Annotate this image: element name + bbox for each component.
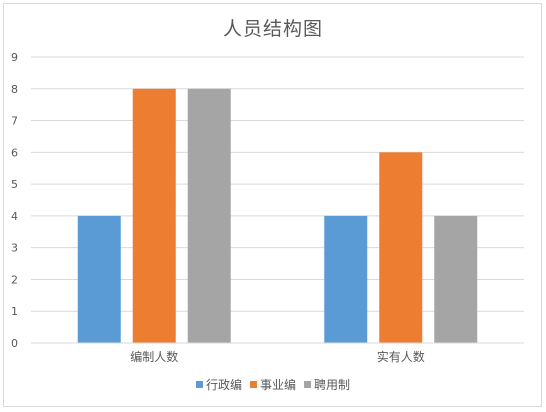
legend-swatch: [195, 381, 203, 388]
bar: [187, 88, 231, 344]
y-tick-label: 8: [11, 83, 18, 96]
legend-label: 聘用制: [314, 378, 351, 392]
legend-item: 聘用制: [304, 376, 350, 393]
bar: [379, 152, 423, 343]
legend-item: 事业编: [249, 376, 296, 393]
bar: [324, 215, 368, 343]
y-tick-label: 0: [11, 337, 18, 350]
y-tick-label: 3: [11, 242, 18, 255]
legend-label: 事业编: [259, 378, 296, 392]
y-tick-label: 6: [11, 146, 18, 159]
x-category-label: 编制人数: [130, 349, 178, 364]
bars: [77, 88, 478, 344]
x-category-label: 实有人数: [377, 349, 425, 364]
legend-label: 行政编: [205, 378, 242, 392]
legend: 行政编 事业编 聘用制: [0, 376, 546, 393]
bar: [434, 215, 478, 343]
y-tick-label: 7: [11, 115, 18, 128]
y-axis-ticks: 0 1 2 3 4 5 6 7 8 9: [11, 51, 18, 350]
chart-title: 人员结构图: [222, 18, 323, 40]
bar: [132, 88, 176, 344]
y-tick-label: 1: [11, 305, 18, 318]
x-axis-categories: 编制人数 实有人数: [130, 349, 425, 364]
y-tick-label: 9: [11, 51, 18, 64]
legend-swatch: [249, 381, 257, 388]
legend-swatch: [304, 381, 311, 388]
y-tick-label: 2: [11, 273, 18, 286]
y-tick-label: 5: [11, 178, 18, 191]
y-tick-label: 4: [11, 210, 18, 223]
bar: [77, 215, 121, 343]
legend-item: 行政编: [195, 376, 242, 393]
